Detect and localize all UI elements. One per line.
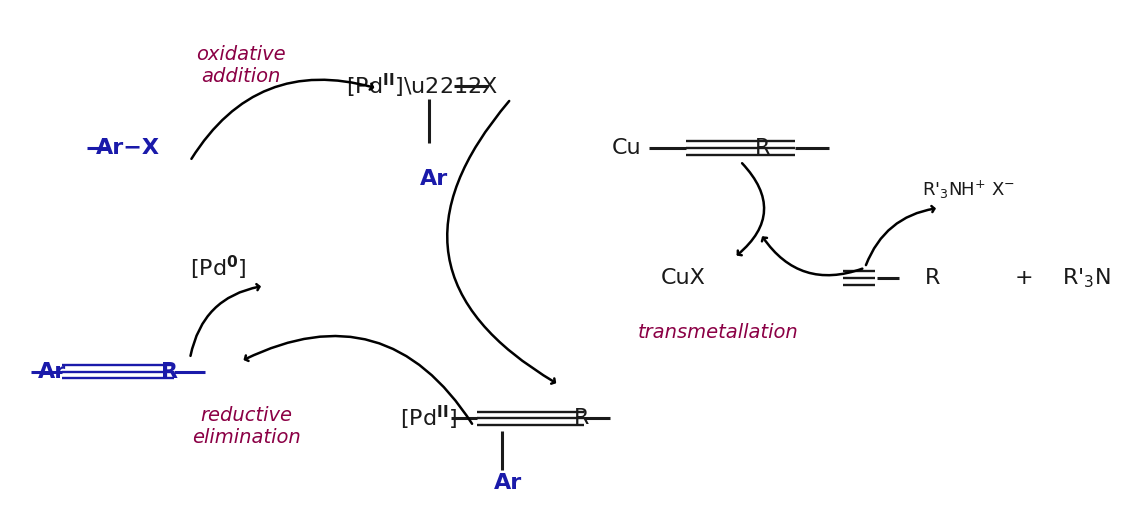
Text: Ar: Ar xyxy=(38,362,66,382)
Text: R: R xyxy=(926,268,940,288)
Text: R: R xyxy=(573,408,589,428)
Text: oxidative
addition: oxidative addition xyxy=(196,45,286,86)
Text: Ar: Ar xyxy=(420,170,448,190)
Text: Cu: Cu xyxy=(612,138,642,158)
Text: Ar: Ar xyxy=(494,473,522,494)
Text: R: R xyxy=(755,138,771,158)
Text: [Pd$^{\mathbf{II}}$]: [Pd$^{\mathbf{II}}$] xyxy=(399,404,457,433)
Text: R: R xyxy=(161,362,178,382)
Text: R$'_{3}$N: R$'_{3}$N xyxy=(1061,266,1110,290)
Text: [Pd$^{\mathbf{0}}$]: [Pd$^{\mathbf{0}}$] xyxy=(190,254,246,282)
Text: R$'_{3}$NH$^{+}$ X$^{-}$: R$'_{3}$NH$^{+}$ X$^{-}$ xyxy=(921,178,1015,201)
Text: transmetallation: transmetallation xyxy=(638,323,799,342)
Text: CuX: CuX xyxy=(661,268,706,288)
Text: +: + xyxy=(1015,268,1033,288)
Text: reductive
elimination: reductive elimination xyxy=(193,406,301,447)
Text: [Pd$^{\mathbf{II}}$]\u2212X: [Pd$^{\mathbf{II}}$]\u2212X xyxy=(347,72,498,100)
Text: Ar−X: Ar−X xyxy=(96,138,160,158)
